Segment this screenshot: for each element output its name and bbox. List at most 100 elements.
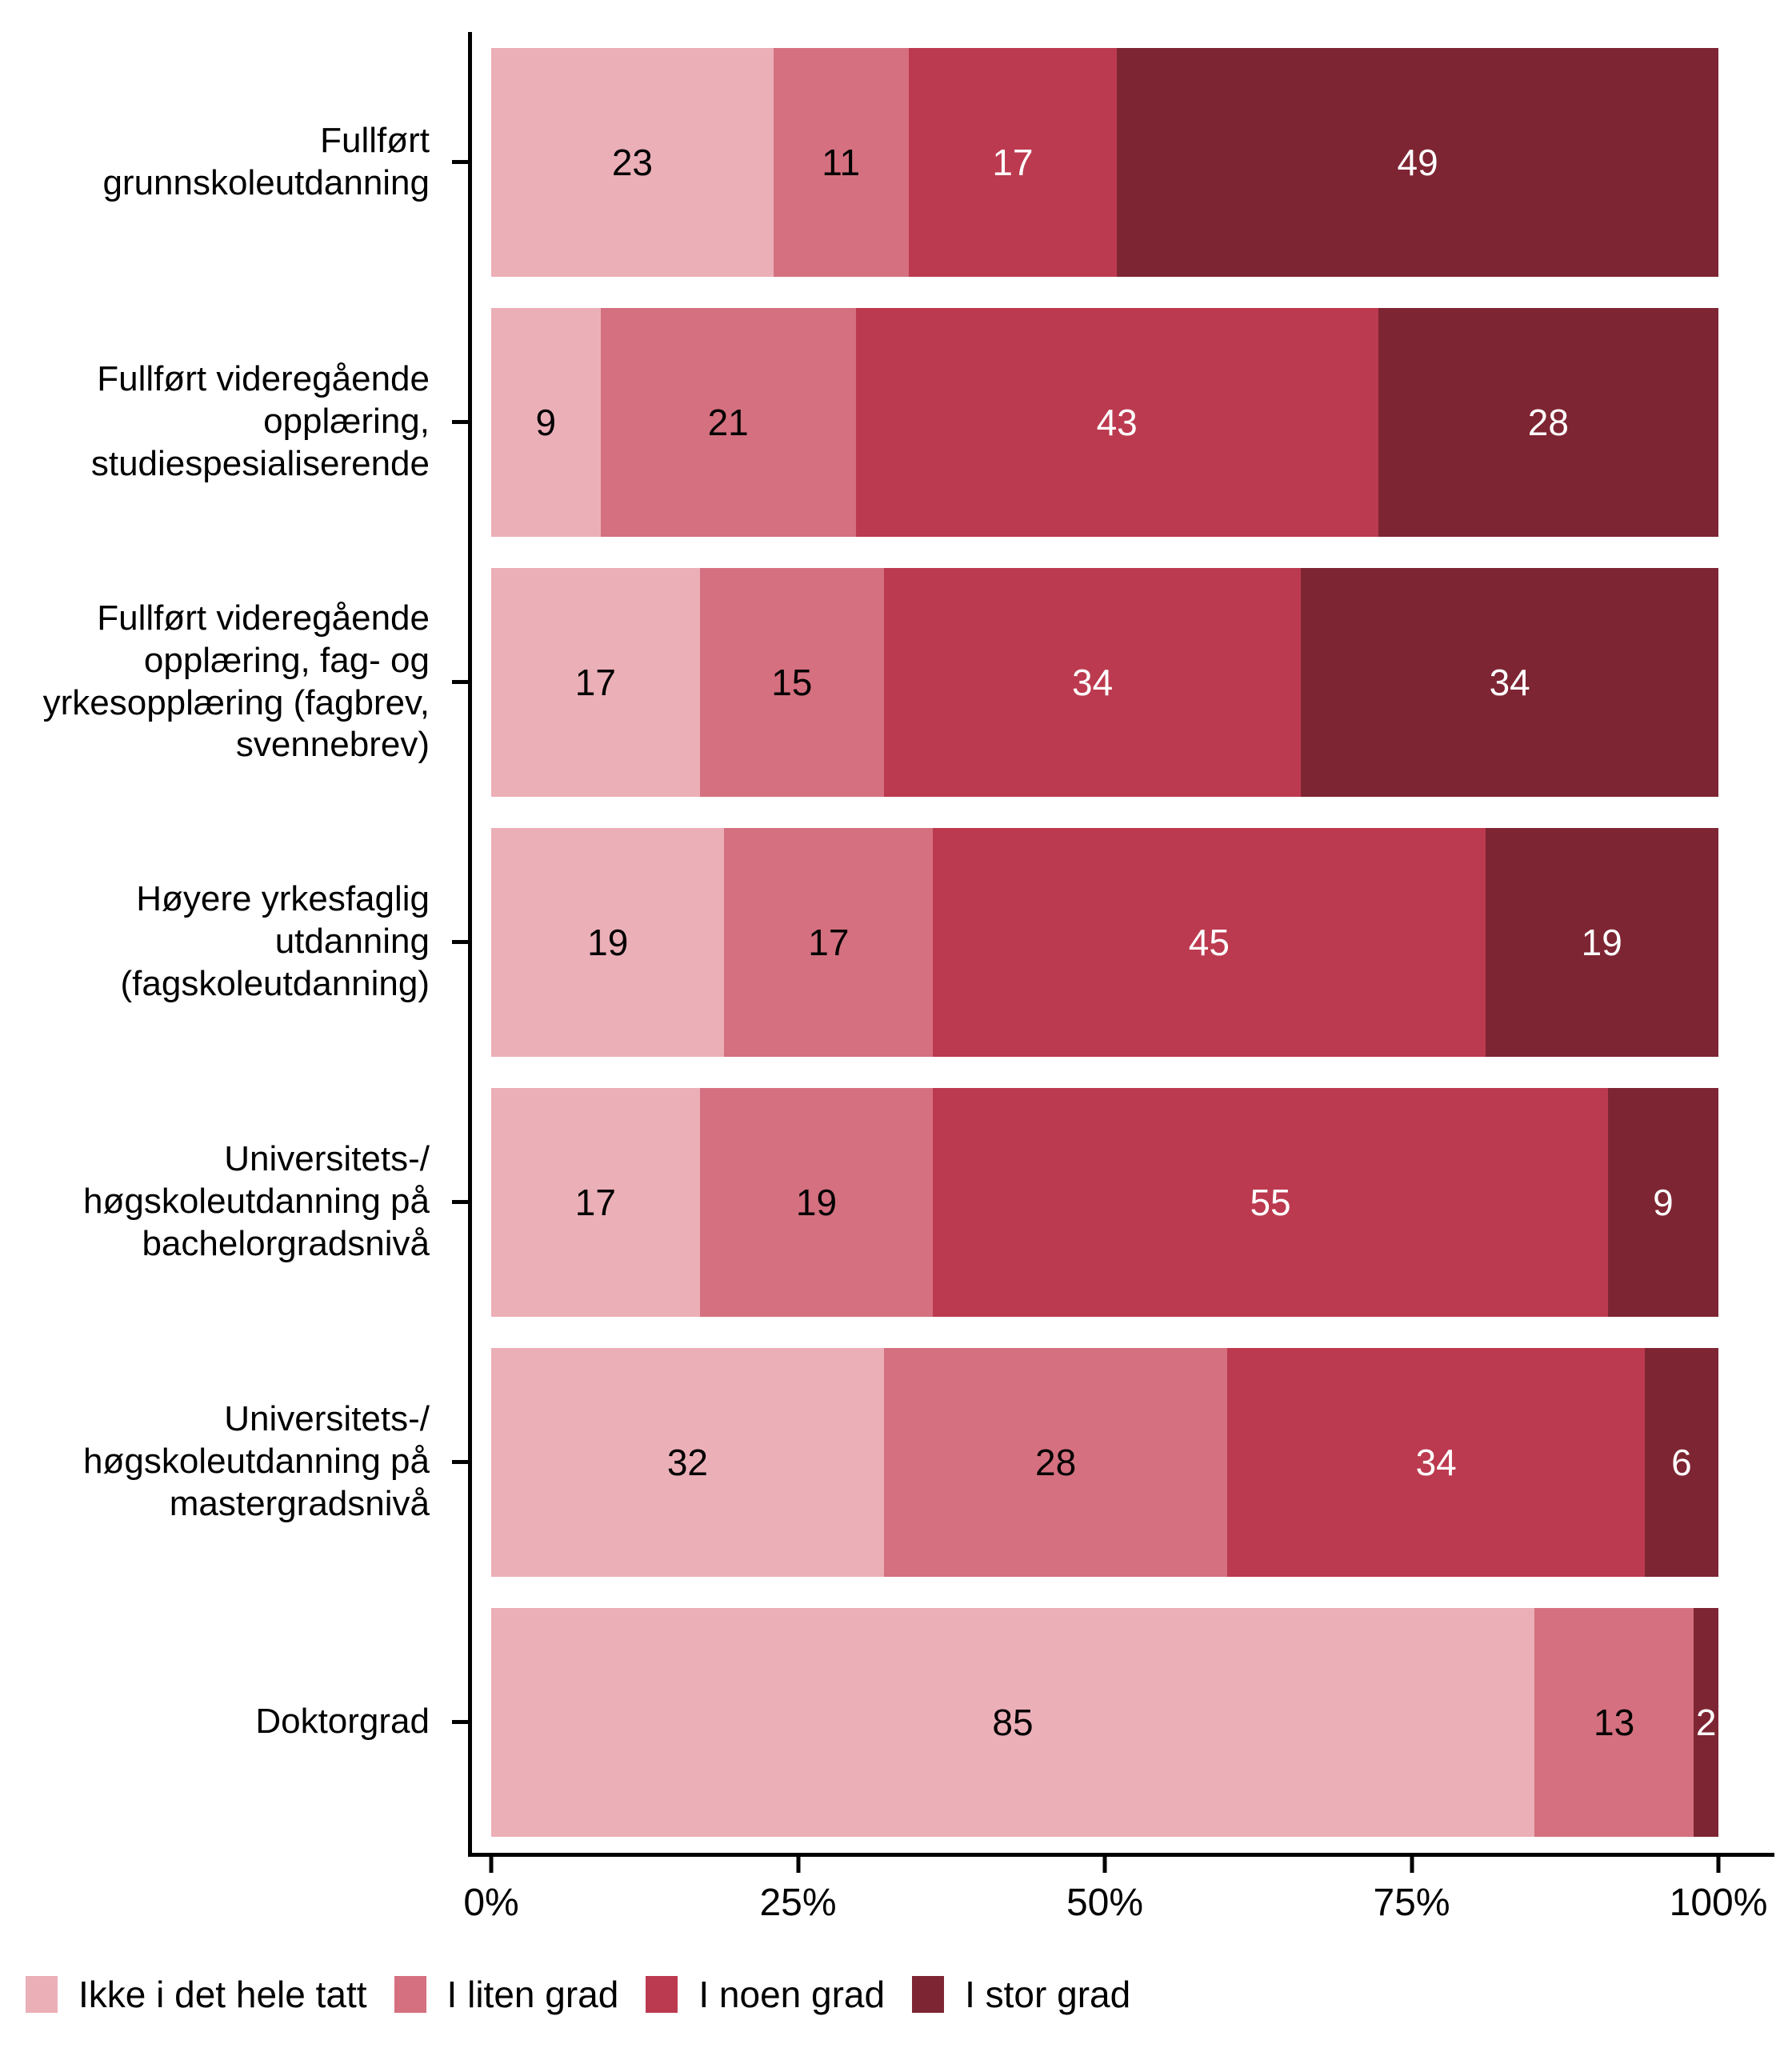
y-axis-tick [452,1720,468,1724]
y-axis-tick [452,940,468,944]
stacked-bar: 32 28 34 6 [491,1347,1718,1577]
legend-item: I liten grad [394,1973,619,2016]
legend-item: I stor grad [912,1973,1130,2016]
bar-segment: 34 [883,567,1302,797]
bar-segment: 17 [491,1087,700,1317]
bar-value-label: 34 [1489,661,1530,703]
bar-track: 23 11 17 49 [491,47,1718,277]
bar-track: 32 28 34 6 [491,1347,1718,1577]
bar-segment: 34 [1227,1347,1645,1577]
y-axis-tick [452,160,468,164]
plot-rows: Fullført grunnskoleutdanning 23 11 17 49 Full… [0,32,1774,1852]
legend-label: I liten grad [446,1974,619,2015]
legend: Ikke i det hele tatt I liten grad I noen g… [26,1970,1130,2019]
table-row: Fullført grunnskoleutdanning 23 11 17 49 [0,32,1774,292]
bar-segment: 11 [773,47,909,277]
category-label: Fullført videregående opplæring, fag- og… [42,598,430,765]
bar-value-label: 43 [1096,401,1138,443]
table-row: Fullført videregående opplæring, fag- og… [0,552,1774,812]
bar-segment: 15 [699,567,884,797]
x-axis-tick-label: 50% [1066,1882,1144,1924]
legend-swatch [394,1976,426,2013]
bar-value-label: 17 [574,1181,616,1223]
table-row: Fullført videregående opplæring, studies… [0,292,1774,552]
bar-value-label: 23 [611,141,653,183]
bar-segment: 28 [1378,307,1718,537]
y-axis-line [468,32,472,1857]
legend-item: Ikke i det hele tatt [26,1973,367,2016]
legend-swatch [646,1976,678,2013]
x-axis-tick-label: 75% [1373,1882,1450,1924]
bar-value-label: 32 [666,1441,709,1483]
stacked-bar: 23 11 17 49 [491,47,1718,277]
bar-segment: 9 [1607,1087,1718,1317]
bar-segment: 17 [908,47,1118,277]
bar-segment: 13 [1534,1607,1694,1837]
bar-segment: 43 [855,307,1378,537]
bar-value-label: 17 [808,921,850,963]
x-axis-tick-label: 100% [1669,1882,1768,1924]
category-label: Universitets-/ høgskoleutdanning på mast… [83,1399,430,1523]
bar-segment: 45 [933,827,1486,1057]
bar-value-label: 11 [822,141,861,183]
legend-label: I noen grad [698,1974,886,2015]
bar-value-label: 19 [587,921,629,963]
bar-segment: 9 [491,307,601,537]
y-axis-tick [452,1460,468,1464]
bar-value-label: 9 [1653,1181,1674,1223]
bar-track: 17 15 34 34 [491,567,1718,797]
legend-swatch [912,1976,945,2013]
bar-segment: 32 [491,1347,884,1577]
stacked-bar: 17 15 34 34 [491,567,1718,797]
table-row: Universitets-/ høgskoleutdanning på bach… [0,1072,1774,1332]
x-axis-tick [796,1857,800,1873]
bar-segment: 23 [491,47,774,277]
bar-value-label: 55 [1250,1181,1291,1223]
category-label: Høyere yrkesfaglig utdanning (fagskoleut… [120,879,430,1003]
stacked-bar: 19 17 45 19 [491,827,1718,1057]
bar-value-label: 15 [771,661,813,703]
bar-value-label: 13 [1594,1701,1635,1743]
bar-segment: 2 [1694,1607,1718,1837]
bar-value-label: 17 [992,141,1034,183]
category-label: Fullført grunnskoleutdanning [102,120,430,202]
bar-segment: 85 [491,1607,1534,1837]
bar-value-label: 19 [1581,921,1622,963]
bar-value-label: 49 [1397,141,1438,183]
bar-value-label: 34 [1415,1441,1457,1483]
stacked-bar: 9 21 43 28 [491,307,1718,537]
x-axis-line [468,1853,1774,1857]
stacked-bar: 17 19 55 9 [491,1087,1718,1317]
bar-segment: 6 [1644,1347,1718,1577]
bar-segment: 28 [883,1347,1228,1577]
x-axis-tick [489,1857,494,1873]
bar-track: 9 21 43 28 [491,307,1718,537]
legend-label: I stor grad [965,1974,1131,2015]
bar-segment: 21 [600,307,856,537]
category-label: Fullført videregående opplæring, studies… [90,359,430,483]
bar-track: 85 13 2 [491,1607,1718,1837]
y-axis-tick [452,1200,468,1204]
category-label: Universitets-/ høgskoleutdanning på bach… [83,1139,430,1263]
x-axis-tick [1410,1857,1414,1873]
bar-segment: 19 [491,827,725,1057]
bar-track: 19 17 45 19 [491,827,1718,1057]
bar-segment: 49 [1117,47,1718,277]
bar-segment: 34 [1301,567,1718,797]
legend-item: I noen grad [646,1973,885,2016]
bar-value-label: 85 [992,1701,1034,1743]
bar-value-label: 19 [795,1181,838,1223]
x-axis-tick-label: 0% [463,1882,519,1924]
x-axis-tick [1102,1857,1107,1873]
table-row: Høyere yrkesfaglig utdanning (fagskoleut… [0,812,1774,1072]
stacked-bar: 85 13 2 [491,1607,1718,1837]
bar-segment: 55 [933,1087,1608,1317]
bar-value-label: 45 [1188,921,1230,963]
table-row: Doktorgrad 85 13 2 [0,1592,1774,1852]
bar-track: 17 19 55 9 [491,1087,1718,1317]
bar-segment: 17 [724,827,934,1057]
category-label: Doktorgrad [255,1702,430,1742]
bar-value-label: 17 [574,661,616,703]
bar-value-label: 28 [1527,401,1569,443]
